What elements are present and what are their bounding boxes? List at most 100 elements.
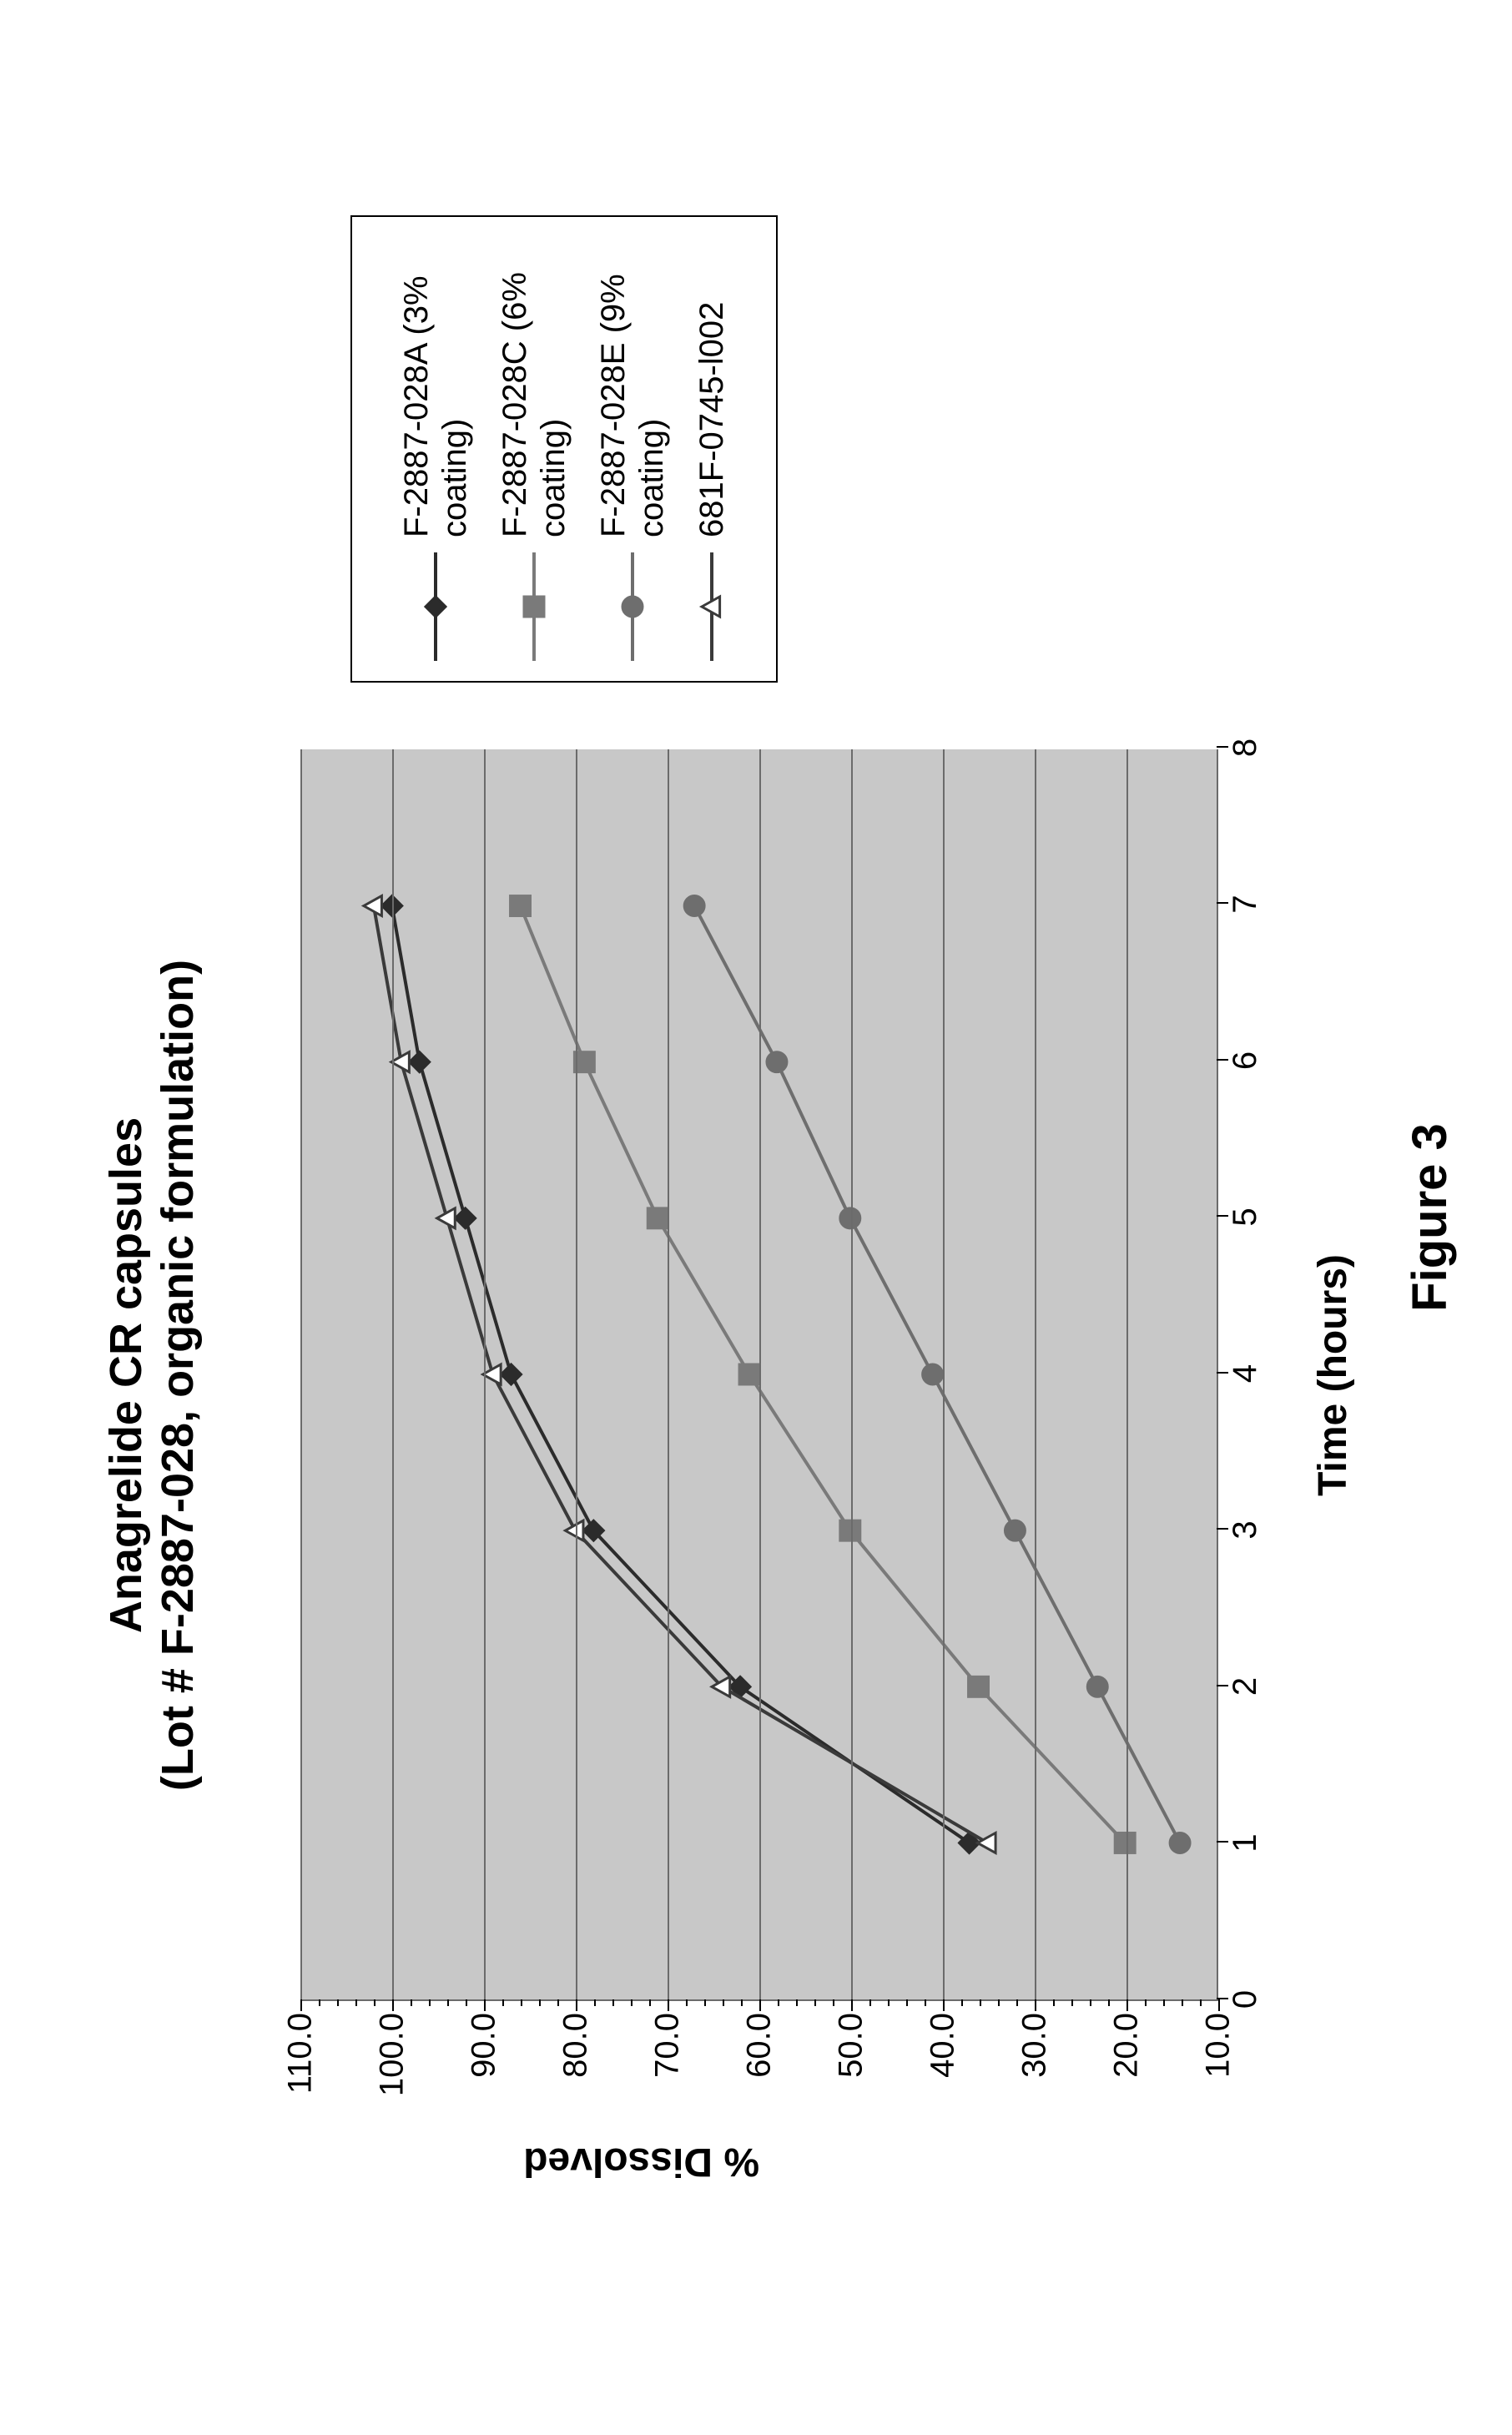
series-line [374,906,988,1843]
y-tick-major [1218,1999,1220,2011]
y-tick-label: 70.0 [649,2013,687,2078]
y-tick-minor [814,1999,816,2006]
y-tick-minor [723,1999,724,2006]
y-tick-label: 100.0 [374,2013,411,2096]
series-marker [410,1052,430,1072]
series-marker [739,1364,759,1384]
y-tick-minor [374,1999,375,2006]
y-tick-minor [1163,1999,1165,2006]
gridline-h [943,749,945,1999]
chart-canvas: Anagrelide CR capsules (Lot # F-2887-028… [0,0,1512,2435]
series-marker [840,1208,860,1228]
y-tick-minor [649,1999,651,2006]
y-tick-minor [869,1999,871,2006]
y-tick-major [851,1999,853,2011]
y-tick-major [484,1999,486,2011]
y-tick-minor [355,1999,357,2006]
gridline-h [759,749,761,1999]
y-tick-minor [319,1999,320,2006]
y-tick-label: 50.0 [833,2013,870,2078]
y-tick-major [759,1999,761,2011]
gridline-h [576,749,577,1999]
x-tick-label: 7 [1227,895,1264,913]
y-tick-minor [1182,1999,1183,2006]
legend: F-2887-028A (3% coating)F-2887-028C (6% … [350,215,778,683]
chart-title: Anagrelide CR capsules (Lot # F-2887-028… [100,749,204,2001]
series-marker [456,1208,476,1228]
gridline-h [668,749,669,1999]
y-tick-minor [741,1999,743,2006]
series-line [392,906,970,1843]
y-tick-minor [778,1999,779,2006]
y-tick-major [1126,1999,1128,2011]
y-tick-major [943,1999,945,2011]
series-marker [565,1520,583,1540]
chart-title-line2: (Lot # F-2887-028, organic formulation) [152,749,204,2001]
y-tick-label: 80.0 [557,2013,595,2078]
legend-row: F-2887-028A (3% coating) [397,237,474,661]
series-marker [767,1052,787,1072]
y-tick-minor [833,1999,834,2006]
y-tick-label: 10.0 [1200,2013,1237,2078]
y-tick-minor [980,1999,981,2006]
y-tick-minor [594,1999,596,2006]
y-tick-minor [906,1999,908,2006]
y-tick-minor [1145,1999,1147,2006]
x-tick-label: 1 [1227,1833,1264,1852]
series-marker [1005,1520,1025,1540]
legend-label: 681F-0745-l002 [693,302,731,537]
page: Anagrelide CR capsules (Lot # F-2887-028… [0,0,1512,2435]
plot-area: 10.020.030.040.050.060.070.080.090.0100.… [300,749,1218,2001]
y-tick-minor [521,1999,522,2006]
x-tick-label: 6 [1227,1051,1264,1070]
y-tick-minor [961,1999,963,2006]
y-tick-minor [1200,1999,1202,2006]
legend-label: F-2887-028A (3% coating) [397,237,474,537]
series-marker [840,1520,860,1540]
y-tick-label: 90.0 [466,2013,503,2078]
y-tick-minor [1071,1999,1073,2006]
series-marker [1087,1676,1107,1696]
y-tick-minor [1090,1999,1091,2006]
y-tick-label: 20.0 [1108,2013,1146,2078]
series-marker [684,896,704,916]
y-tick-minor [539,1999,541,2006]
y-tick-label: 110.0 [282,2013,320,2094]
y-tick-minor [998,1999,1000,2006]
legend-label: F-2887-028E (9% coating) [594,237,671,537]
y-tick-minor [1016,1999,1018,2006]
y-tick-minor [686,1999,688,2006]
legend-swatch [419,552,452,661]
series-layer [300,749,1217,1999]
y-tick-label: 60.0 [741,2013,779,2078]
series-marker [364,896,382,916]
y-tick-minor [796,1999,798,2006]
y-tick-minor [1108,1999,1110,2006]
series-marker [501,1364,522,1384]
y-tick-minor [337,1999,339,2006]
y-tick-minor [1053,1999,1055,2006]
y-tick-minor [631,1999,633,2006]
x-tick-label: 4 [1227,1364,1264,1383]
y-tick-label: 40.0 [925,2013,962,2078]
y-tick-label: 30.0 [1016,2013,1054,2078]
y-tick-minor [925,1999,926,2006]
series-marker [923,1364,943,1384]
chart-title-line1: Anagrelide CR capsules [100,749,152,2001]
gridline-h [300,749,302,1999]
legend-row: F-2887-028E (9% coating) [594,237,671,661]
y-tick-major [576,1999,577,2011]
gridline-h [1035,749,1036,1999]
y-tick-minor [612,1999,614,2006]
y-axis-label: % Dissolved [523,2139,759,2185]
gridline-h [392,749,394,1999]
y-tick-major [392,1999,394,2011]
legend-swatch [517,552,551,661]
gridline-h [851,749,853,1999]
gridline-h [1126,749,1128,1999]
series-marker [648,1208,668,1228]
y-tick-minor [447,1999,449,2006]
y-tick-minor [466,1999,467,2006]
gridline-h [484,749,486,1999]
y-tick-major [1035,1999,1036,2011]
